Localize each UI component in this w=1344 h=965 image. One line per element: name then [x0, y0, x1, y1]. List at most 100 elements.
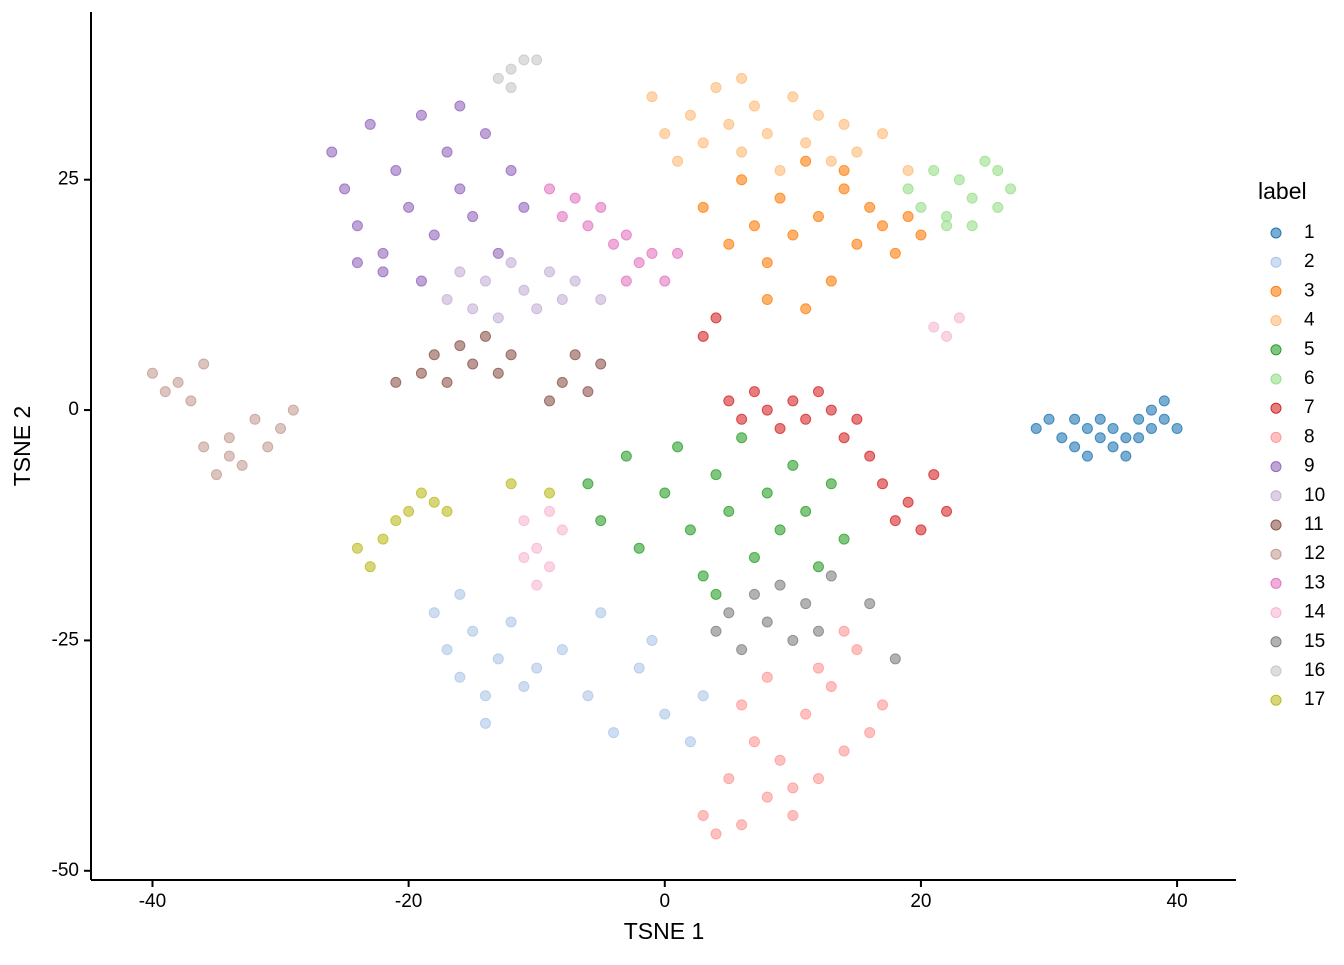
point: [377, 533, 389, 545]
point: [351, 542, 363, 554]
point: [889, 515, 901, 527]
point: [377, 247, 389, 259]
point: [544, 183, 556, 195]
point: [518, 680, 530, 692]
x-tick-label: -40: [139, 891, 166, 912]
point: [595, 515, 607, 527]
point: [812, 561, 824, 573]
point: [672, 441, 684, 453]
point: [479, 717, 491, 729]
point: [736, 72, 748, 84]
point: [1056, 432, 1068, 444]
point: [825, 570, 837, 582]
legend-label: 6: [1304, 368, 1315, 389]
point: [838, 625, 850, 637]
point: [479, 690, 491, 702]
point: [774, 524, 786, 536]
point: [1094, 413, 1106, 425]
point: [415, 367, 427, 379]
point: [339, 183, 351, 195]
point: [915, 201, 927, 213]
point: [415, 109, 427, 121]
point: [275, 422, 287, 434]
legend-label: 10: [1304, 485, 1325, 506]
x-tick-label: -20: [395, 891, 422, 912]
point: [518, 54, 530, 66]
point: [748, 736, 760, 748]
point: [864, 598, 876, 610]
point: [761, 404, 773, 416]
point: [953, 312, 965, 324]
point: [441, 376, 453, 388]
legend-swatch: [1270, 227, 1282, 239]
point: [198, 441, 210, 453]
point: [672, 155, 684, 167]
point: [812, 625, 824, 637]
point: [505, 349, 517, 361]
point: [966, 220, 978, 232]
point: [454, 671, 466, 683]
point: [1094, 432, 1106, 444]
point: [787, 634, 799, 646]
point: [531, 579, 543, 591]
point: [441, 146, 453, 158]
point: [582, 478, 594, 490]
point: [710, 828, 722, 840]
point: [351, 257, 363, 269]
point: [556, 644, 568, 656]
point: [415, 275, 427, 287]
legend-swatch: [1270, 256, 1282, 268]
legend-swatch: [1270, 402, 1282, 414]
point: [825, 680, 837, 692]
point: [454, 100, 466, 112]
point: [492, 72, 504, 84]
point: [774, 422, 786, 434]
legend-label: 8: [1304, 426, 1315, 447]
point: [236, 459, 248, 471]
legend-label: 15: [1304, 631, 1325, 652]
point: [774, 754, 786, 766]
point: [505, 478, 517, 490]
point: [684, 736, 696, 748]
point: [659, 128, 671, 140]
point: [787, 782, 799, 794]
x-axis-title: TSNE 1: [624, 918, 705, 944]
point: [287, 404, 299, 416]
point: [710, 82, 722, 94]
point: [531, 662, 543, 674]
legend-swatch: [1270, 285, 1282, 297]
point: [531, 542, 543, 554]
x-tick-label: 40: [1167, 891, 1188, 912]
legend-label: 14: [1304, 602, 1326, 623]
point: [902, 211, 914, 223]
point: [800, 598, 812, 610]
point: [723, 773, 735, 785]
point: [1158, 395, 1170, 407]
point: [1043, 413, 1055, 425]
point: [428, 496, 440, 508]
legend-label: 3: [1304, 280, 1315, 301]
point: [710, 312, 722, 324]
point: [185, 395, 197, 407]
point: [1081, 422, 1093, 434]
point: [1107, 441, 1119, 453]
legend-swatch: [1270, 548, 1282, 560]
point: [633, 662, 645, 674]
point: [761, 257, 773, 269]
point: [595, 358, 607, 370]
point: [1158, 413, 1170, 425]
point: [1120, 432, 1132, 444]
point: [146, 367, 158, 379]
point: [403, 505, 415, 517]
point: [544, 561, 556, 573]
point: [211, 469, 223, 481]
point: [518, 284, 530, 296]
x-tick-label: 20: [910, 891, 931, 912]
point: [492, 367, 504, 379]
point: [441, 644, 453, 656]
point: [966, 192, 978, 204]
point: [351, 220, 363, 232]
point: [800, 303, 812, 315]
point: [544, 395, 556, 407]
point: [787, 459, 799, 471]
